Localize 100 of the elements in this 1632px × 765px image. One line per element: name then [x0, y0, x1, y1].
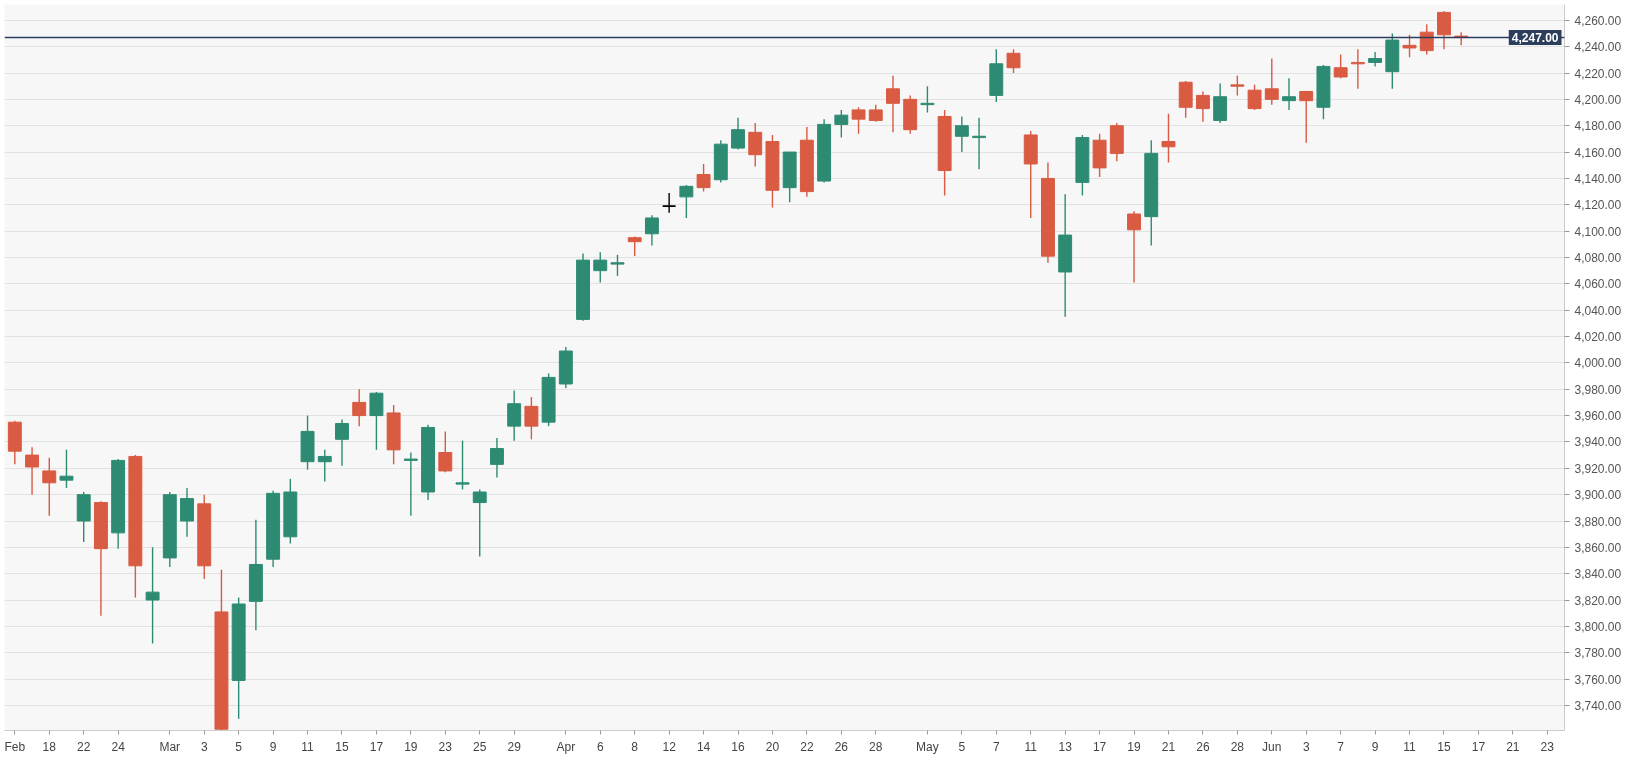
x-tick-label: 28: [1230, 739, 1245, 754]
candlestick: [696, 163, 711, 193]
x-tick-label: 21: [1161, 739, 1176, 754]
x-tick-label: 25: [473, 739, 487, 754]
candlestick: [661, 192, 677, 214]
candlestick: [42, 457, 57, 517]
candlestick: [1282, 77, 1296, 111]
y-tick-label: 4,260.00: [1574, 13, 1622, 28]
candlestick: [1247, 84, 1262, 111]
x-tick-label: 3: [200, 739, 208, 754]
y-tick-label: 4,200.00: [1574, 92, 1622, 107]
y-tick-label: 4,060.00: [1574, 277, 1622, 292]
y-tick-label: 4,240.00: [1574, 40, 1622, 55]
candlestick: [920, 85, 935, 114]
candlestick: [369, 391, 384, 451]
x-tick-label: 7: [1337, 739, 1345, 754]
x-tick-label: 19: [1127, 739, 1142, 754]
x-tick-label: 23: [1540, 739, 1555, 754]
candlestick: [472, 488, 487, 558]
ref-line-label: 4,247.00: [1511, 30, 1559, 45]
y-tick-label: 3,840.00: [1574, 567, 1622, 582]
candlestick: [507, 389, 522, 442]
x-tick-label: 17: [369, 739, 384, 754]
x-tick-label: 6: [596, 739, 604, 754]
candlestick: [403, 451, 418, 517]
x-tick-label: 8: [631, 739, 639, 754]
x-tick-label: 29: [507, 739, 522, 754]
x-tick-label: 12: [662, 739, 677, 754]
y-tick-label: 4,020.00: [1574, 330, 1622, 345]
x-tick-label: 16: [731, 739, 746, 754]
candlestick: [748, 122, 763, 168]
y-tick-label: 4,040.00: [1574, 303, 1622, 318]
candlestick: [145, 546, 160, 645]
candlestick: [627, 235, 642, 257]
x-tick-label: 22: [77, 739, 91, 754]
x-tick-label: 22: [800, 739, 814, 754]
x-tick-label: May: [916, 739, 939, 754]
x-tick-label: 17: [1092, 739, 1107, 754]
y-tick-label: 3,760.00: [1574, 672, 1622, 687]
candlestick: [1402, 34, 1417, 58]
candlestick: [1161, 113, 1176, 164]
candlestick: [317, 449, 332, 483]
candlestick: [972, 117, 987, 170]
x-tick-label: 23: [438, 739, 453, 754]
candlestick: [644, 214, 659, 247]
x-tick-label: 26: [834, 739, 849, 754]
candlestick: [1230, 74, 1245, 97]
x-tick-label: 28: [869, 739, 883, 754]
candlestick: [335, 418, 349, 467]
candlestick: [886, 74, 900, 134]
candlestick: [954, 115, 969, 153]
candlestick: [1368, 51, 1383, 68]
y-tick-label: 4,140.00: [1574, 171, 1622, 186]
y-tick-label: 3,820.00: [1574, 593, 1622, 608]
x-tick-label: 11: [1403, 739, 1417, 754]
x-tick-label: 11: [301, 739, 315, 754]
x-tick-label: 5: [958, 739, 966, 754]
y-tick-label: 4,000.00: [1574, 356, 1622, 371]
candlestick: [25, 446, 40, 496]
x-tick-label: 15: [335, 739, 349, 754]
y-tick-label: 3,880.00: [1574, 514, 1622, 529]
x-tick-label: 24: [111, 739, 126, 754]
candlestick: [59, 449, 74, 489]
candlestick: [610, 254, 625, 277]
candlestick: [1213, 82, 1228, 124]
x-tick-label: 26: [1196, 739, 1210, 754]
candlestick: [352, 388, 367, 427]
candlestick: [1264, 57, 1279, 106]
x-tick-label: Feb: [4, 739, 26, 754]
candlestick: [1437, 10, 1451, 50]
candlestick: [679, 184, 694, 219]
candlestick: [593, 251, 608, 284]
x-tick-label: Jun: [1262, 739, 1282, 754]
y-tick-label: 3,860.00: [1574, 540, 1622, 555]
y-tick-label: 3,900.00: [1574, 488, 1622, 503]
y-tick-label: 4,100.00: [1574, 224, 1622, 239]
x-tick-label: 14: [696, 739, 711, 754]
y-tick-label: 3,800.00: [1574, 619, 1622, 634]
candlestick: [524, 396, 539, 441]
candlestick: [1195, 90, 1210, 123]
y-tick-label: 3,960.00: [1574, 409, 1622, 424]
x-tick-label: 19: [404, 739, 418, 754]
candlestick: [1006, 48, 1021, 74]
y-tick-label: 4,180.00: [1574, 119, 1622, 134]
x-tick-label: 17: [1471, 739, 1486, 754]
x-tick-label: 5: [235, 739, 243, 754]
x-tick-label: 9: [1371, 739, 1379, 754]
y-tick-label: 3,740.00: [1574, 698, 1622, 713]
y-tick-label: 3,780.00: [1574, 646, 1622, 661]
x-tick-label: Mar: [159, 739, 181, 754]
x-tick-label: 11: [1024, 739, 1038, 754]
candlestick: [455, 439, 470, 491]
y-tick-label: 4,220.00: [1574, 66, 1622, 81]
x-tick-label: Apr: [556, 739, 576, 754]
x-tick-label: 9: [269, 739, 277, 754]
x-tick-label: 13: [1058, 739, 1073, 754]
y-tick-label: 4,160.00: [1574, 145, 1622, 160]
candlestick: [1350, 48, 1365, 90]
candlestick: [1419, 23, 1434, 56]
x-tick-label: 7: [992, 739, 1000, 754]
